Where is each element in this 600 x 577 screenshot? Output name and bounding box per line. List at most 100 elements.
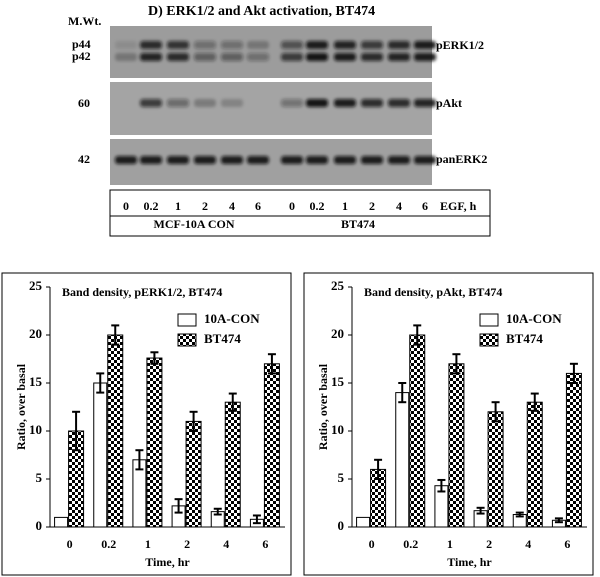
error-bar (569, 362, 578, 384)
lane-label: 0 (123, 199, 129, 213)
blot-band (115, 41, 137, 49)
blot-band (334, 41, 356, 49)
y-tick-label: 20 (29, 326, 42, 341)
error-bar (413, 324, 422, 346)
blot-band (388, 41, 410, 49)
y-tick-label: 5 (36, 470, 43, 485)
y-tick-label: 10 (29, 422, 42, 437)
bar (409, 334, 426, 528)
blot-band (414, 41, 436, 49)
blot-band (334, 99, 356, 107)
error-bar (374, 458, 383, 480)
legend-swatch (177, 333, 197, 347)
lane-label: 1 (175, 199, 181, 213)
x-axis-label: Time, hr (447, 555, 492, 569)
blot-band (115, 53, 137, 61)
error-bar (72, 410, 81, 452)
x-tick-label: 0 (369, 537, 375, 551)
bar (224, 401, 241, 528)
blot-band (306, 99, 328, 107)
x-tick-label: 2 (184, 537, 190, 551)
blot-band (221, 99, 243, 107)
y-axis-label: Ratio, over basal (14, 363, 28, 450)
bar (395, 392, 410, 528)
figure-title: D) ERK1/2 and Akt activation, BT474 (148, 4, 375, 19)
blot-band (281, 53, 303, 61)
legend-label: 10A-CON (204, 311, 260, 326)
lane-label: 0 (289, 199, 295, 213)
lane-label: 6 (422, 199, 428, 213)
group-label: MCF-10A CON (154, 217, 235, 231)
lane-label: 4 (396, 199, 402, 213)
y-tick-label: 10 (331, 422, 344, 437)
blot-band (388, 53, 410, 61)
protein-label: pAkt (436, 96, 462, 110)
chart-title: Band density, pERK1/2, BT474 (62, 285, 222, 299)
mw-label: M.Wt. (68, 14, 101, 28)
error-bar (228, 392, 237, 412)
x-tick-label: 0 (67, 537, 73, 551)
protein-label: pERK1/2 (436, 38, 484, 52)
blot-band (140, 99, 162, 107)
y-tick-label: 15 (331, 374, 345, 389)
chart-title: Band density, pAkt, BT474 (364, 285, 502, 299)
blot-band (167, 99, 189, 107)
y-tick-label: 0 (338, 518, 345, 533)
error-bar (150, 351, 159, 365)
blot-band (306, 156, 328, 164)
blot-band (334, 53, 356, 61)
blot-band (414, 53, 436, 61)
blot-band (221, 41, 243, 49)
blot-band (414, 99, 436, 107)
group-label: BT474 (341, 217, 375, 231)
blot-band (194, 99, 216, 107)
lane-label: 6 (255, 199, 261, 213)
error-bar (554, 517, 563, 524)
blot-band (247, 53, 269, 61)
bar (185, 420, 202, 528)
x-tick-label: 6 (564, 537, 570, 551)
lane-label: 0.2 (310, 199, 325, 213)
protein-label: panERK2 (436, 152, 487, 166)
x-tick-label: 0.2 (101, 537, 116, 551)
error-bar (252, 514, 261, 525)
bar (93, 382, 108, 528)
error-bar (437, 478, 446, 493)
marker-label: p44 (72, 37, 91, 51)
x-tick-label: 1 (447, 537, 453, 551)
error-bar (398, 382, 407, 404)
legend-label: BT474 (204, 331, 241, 346)
legend-swatch (479, 313, 499, 327)
lane-label: 1 (342, 199, 348, 213)
y-tick-label: 20 (331, 326, 344, 341)
x-axis-label: Time, hr (145, 555, 190, 569)
blot-band (281, 99, 303, 107)
x-tick-label: 1 (145, 537, 151, 551)
bar (107, 334, 124, 528)
bar (487, 411, 504, 528)
blot-band (306, 41, 328, 49)
error-bar (530, 392, 539, 412)
blot-band (388, 156, 410, 164)
legend-swatch (177, 313, 197, 327)
blot-band (247, 41, 269, 49)
x-tick-label: 6 (262, 537, 268, 551)
error-bar (135, 449, 144, 471)
bar (146, 357, 163, 528)
treatment-label: EGF, h (440, 199, 477, 213)
legend-label: BT474 (506, 331, 543, 346)
bar (263, 363, 280, 528)
lane-label: 2 (202, 199, 208, 213)
blot-band (167, 156, 189, 164)
error-bar (213, 507, 222, 516)
blot-band (361, 99, 383, 107)
blot-band (306, 53, 328, 61)
blot-band (194, 156, 216, 164)
blot-band (247, 156, 269, 164)
blot-band (221, 53, 243, 61)
bar (448, 363, 465, 528)
blot-band (221, 156, 243, 164)
y-tick-label: 15 (29, 374, 43, 389)
error-bar (515, 511, 524, 518)
error-bar (96, 372, 105, 394)
